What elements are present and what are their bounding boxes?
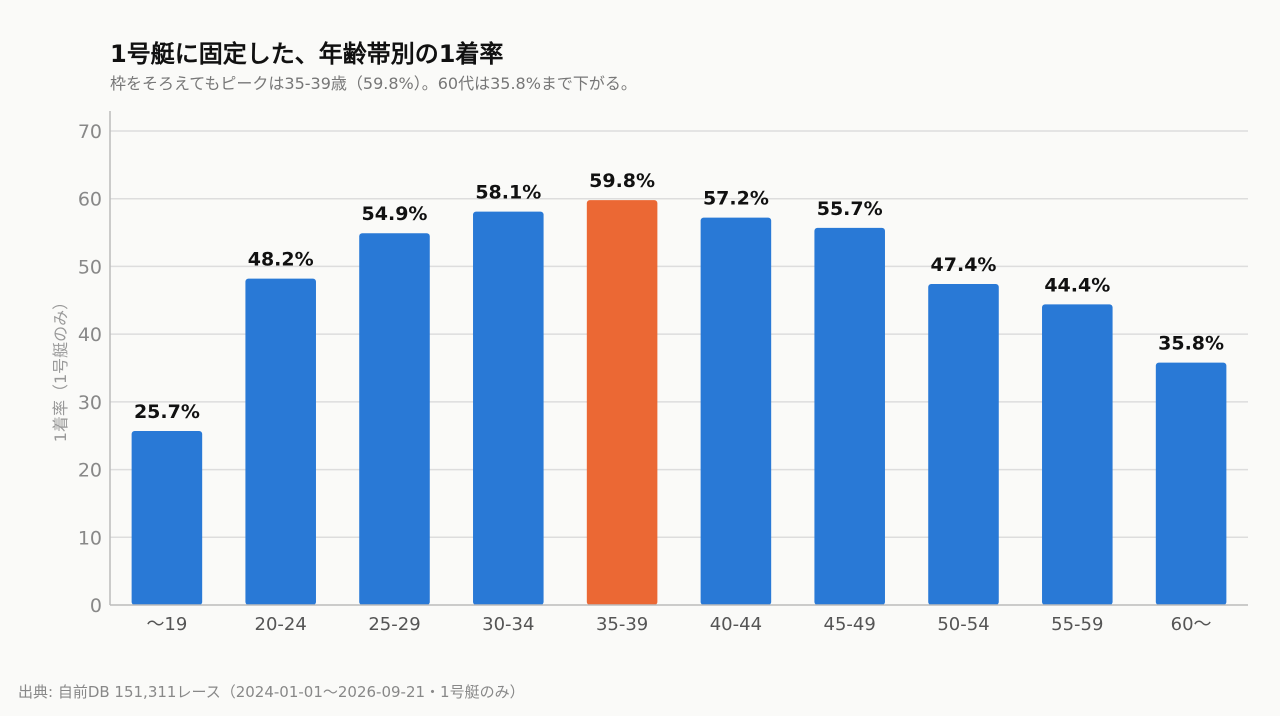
x-axis-ticks: 〜19 20-24 25-29 30-34 35-39 40-44 45-49 50-54 55… xyxy=(146,614,1211,635)
x-tick-label: 25-29 xyxy=(368,614,420,635)
bar xyxy=(928,284,999,605)
value-label: 58.1% xyxy=(475,182,541,204)
x-tick-label: 40-44 xyxy=(710,614,762,635)
value-label: 35.8% xyxy=(1158,333,1224,355)
bar xyxy=(1155,362,1227,605)
y-tick-label: 30 xyxy=(78,392,102,414)
value-label: 54.9% xyxy=(362,203,428,225)
value-label: 48.2% xyxy=(248,249,314,271)
y-tick-label: 10 xyxy=(78,527,102,549)
value-label: 25.7% xyxy=(134,401,200,423)
source-note: 出典: 自前DB 151,311レース（2024-01-01〜2026-09-2… xyxy=(18,683,525,701)
bars xyxy=(131,200,1227,605)
y-tick-label: 60 xyxy=(78,189,102,211)
y-axis-label: 1着率（1号艇のみ） xyxy=(51,294,70,442)
y-tick-label: 0 xyxy=(90,595,102,617)
bar xyxy=(473,211,544,605)
bar xyxy=(1042,304,1113,605)
bar xyxy=(359,233,430,605)
y-tick-label: 50 xyxy=(78,256,102,278)
bar xyxy=(586,200,658,605)
bar xyxy=(814,227,885,605)
y-tick-label: 20 xyxy=(78,460,102,482)
x-tick-label: 55-59 xyxy=(1051,614,1103,635)
value-label: 57.2% xyxy=(703,188,769,210)
x-tick-label: 50-54 xyxy=(937,614,989,635)
bar xyxy=(700,217,772,605)
x-tick-label: 35-39 xyxy=(596,614,648,635)
chart-title: 1号艇に固定した、年齢帯別の1着率 xyxy=(110,40,504,68)
value-labels: 25.7% 48.2% 54.9% 58.1% 59.8% 57.2% 55.7% 47.4%… xyxy=(134,170,1224,423)
value-label: 59.8% xyxy=(589,170,655,192)
value-label: 47.4% xyxy=(931,254,997,276)
x-tick-label: 45-49 xyxy=(824,614,876,635)
value-label: 55.7% xyxy=(817,198,883,220)
x-tick-label: 20-24 xyxy=(255,614,307,635)
bar xyxy=(131,430,203,605)
y-axis-ticks: 0 10 20 30 40 50 60 70 xyxy=(78,121,102,617)
x-tick-label: 60〜 xyxy=(1171,614,1212,635)
x-tick-label: 〜19 xyxy=(146,614,187,635)
y-tick-label: 40 xyxy=(78,324,102,346)
chart-subtitle: 枠をそろえてもピークは35-39歳（59.8%）。60代は35.8%まで下がる。 xyxy=(110,74,637,93)
bar xyxy=(245,278,316,605)
x-tick-label: 30-34 xyxy=(482,614,534,635)
value-label: 44.4% xyxy=(1044,274,1110,296)
y-tick-label: 70 xyxy=(78,121,102,143)
